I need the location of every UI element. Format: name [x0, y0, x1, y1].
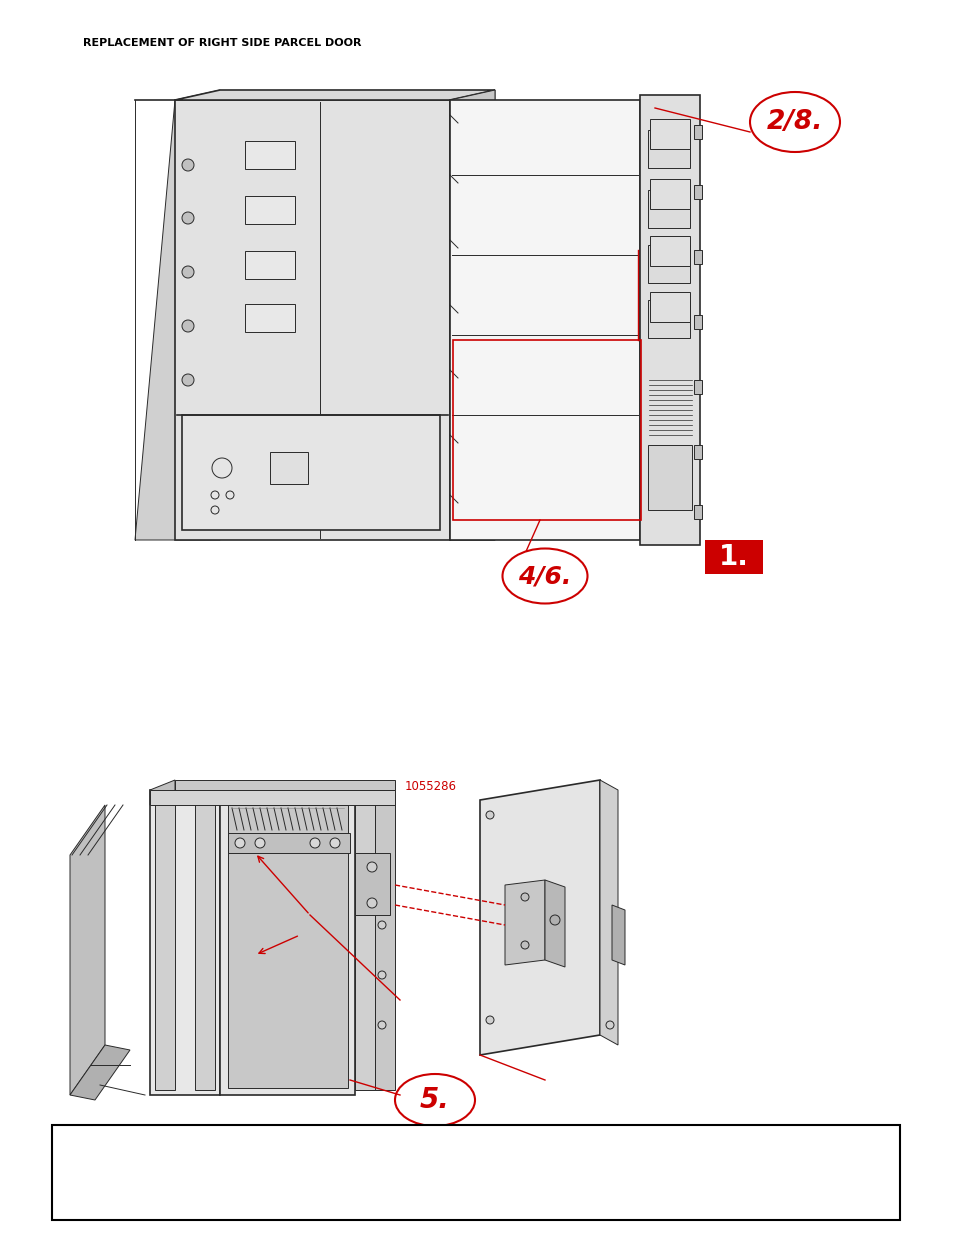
Ellipse shape — [749, 91, 840, 152]
Circle shape — [234, 839, 245, 848]
Bar — [693, 315, 701, 329]
Circle shape — [520, 941, 529, 948]
Polygon shape — [182, 415, 439, 530]
Circle shape — [377, 921, 386, 929]
Circle shape — [377, 971, 386, 979]
Bar — [245, 141, 294, 169]
Polygon shape — [355, 795, 375, 1091]
Circle shape — [520, 893, 529, 902]
Polygon shape — [544, 881, 564, 967]
Polygon shape — [174, 781, 395, 790]
Bar — [693, 445, 701, 459]
Polygon shape — [150, 790, 220, 1095]
Bar — [647, 130, 689, 168]
Text: 2/8.: 2/8. — [766, 109, 822, 135]
Bar — [270, 452, 308, 484]
Polygon shape — [228, 805, 348, 1088]
Bar — [245, 251, 294, 279]
Polygon shape — [450, 90, 495, 540]
Circle shape — [367, 862, 376, 872]
Bar — [693, 185, 701, 199]
Bar — [649, 236, 689, 266]
Circle shape — [605, 1021, 614, 1029]
Polygon shape — [504, 881, 544, 965]
Bar — [693, 249, 701, 264]
Polygon shape — [154, 795, 174, 1091]
Bar — [649, 179, 689, 209]
Circle shape — [182, 266, 193, 278]
Polygon shape — [228, 832, 350, 853]
Polygon shape — [150, 781, 174, 805]
Bar — [693, 380, 701, 394]
Circle shape — [330, 839, 339, 848]
Bar — [649, 119, 689, 149]
Circle shape — [182, 320, 193, 332]
Polygon shape — [194, 795, 214, 1091]
Text: REPLACEMENT OF RIGHT SIDE PARCEL DOOR: REPLACEMENT OF RIGHT SIDE PARCEL DOOR — [83, 38, 361, 48]
Circle shape — [182, 212, 193, 224]
Circle shape — [367, 898, 376, 908]
Bar — [693, 125, 701, 140]
Bar — [647, 245, 689, 283]
Polygon shape — [150, 790, 395, 805]
Text: 4/6.: 4/6. — [517, 564, 571, 588]
Circle shape — [485, 811, 494, 819]
Circle shape — [182, 159, 193, 170]
Bar — [704, 540, 762, 574]
Bar — [647, 190, 689, 228]
Polygon shape — [174, 90, 495, 100]
Polygon shape — [479, 781, 599, 1055]
Circle shape — [485, 1016, 494, 1024]
Circle shape — [377, 1021, 386, 1029]
Ellipse shape — [395, 1074, 475, 1126]
Bar — [649, 291, 689, 322]
Polygon shape — [647, 445, 691, 510]
Circle shape — [254, 839, 265, 848]
Polygon shape — [599, 781, 618, 1045]
Bar — [693, 505, 701, 519]
Polygon shape — [174, 100, 450, 540]
Bar — [453, 340, 640, 520]
Polygon shape — [135, 90, 220, 540]
Text: 5.: 5. — [419, 1086, 450, 1114]
Text: 1.: 1. — [719, 543, 748, 571]
Polygon shape — [375, 795, 395, 1091]
Polygon shape — [355, 853, 390, 915]
Polygon shape — [450, 100, 639, 540]
Polygon shape — [70, 805, 105, 1095]
Polygon shape — [612, 905, 624, 965]
Bar — [245, 304, 294, 332]
Polygon shape — [639, 95, 700, 545]
Polygon shape — [450, 90, 495, 540]
Text: 1055286: 1055286 — [405, 781, 456, 794]
Polygon shape — [220, 790, 355, 1095]
Circle shape — [182, 374, 193, 387]
Polygon shape — [70, 1045, 130, 1100]
Bar — [647, 300, 689, 338]
Bar — [245, 196, 294, 224]
Bar — [52, 1125, 899, 1220]
Circle shape — [310, 839, 319, 848]
Circle shape — [550, 915, 559, 925]
Ellipse shape — [502, 548, 587, 604]
